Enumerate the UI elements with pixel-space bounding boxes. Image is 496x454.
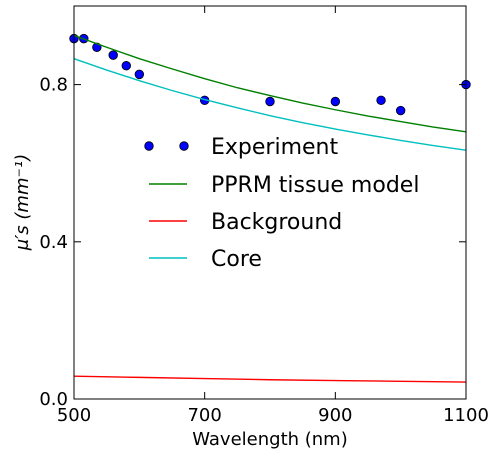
legend-marker — [144, 141, 154, 151]
series-line-2 — [73, 375, 467, 383]
series-line-3 — [73, 57, 467, 151]
data-point — [108, 50, 118, 60]
legend-label-1: PPRM tissue model — [211, 173, 419, 198]
legend-marker — [179, 141, 189, 151]
axes-layer: 500 700 900 1100 0.0 0.4 0.8 — [39, 5, 489, 426]
data-point — [376, 95, 386, 106]
y-tick-label: 0.4 — [39, 232, 68, 253]
legend-label-2: Background — [211, 210, 342, 235]
x-axis-title: Wavelength (nm) — [192, 429, 348, 450]
legend: Experiment PPRM tissue model Background Cor… — [144, 135, 419, 272]
x-tick-label: 500 — [57, 405, 91, 426]
data-point — [134, 69, 145, 80]
data-point — [330, 96, 341, 107]
x-tick-label: 700 — [187, 405, 221, 426]
series-line-1 — [73, 34, 467, 133]
x-tick-label: 900 — [318, 405, 352, 426]
data-point — [121, 61, 131, 71]
series-layer — [69, 33, 471, 383]
y-tick-label: 0.0 — [39, 389, 68, 410]
x-tick-label: 1100 — [443, 405, 489, 426]
plot-area — [74, 6, 466, 399]
axes-frame — [73, 5, 467, 400]
y-tick-label: 0.8 — [39, 75, 68, 96]
data-point — [395, 105, 406, 116]
legend-label-0: Experiment — [211, 135, 338, 160]
legend-label-3: Core — [211, 247, 262, 272]
data-point — [265, 96, 275, 107]
y-axis-title: μ′s (mm⁻¹) — [12, 154, 33, 251]
